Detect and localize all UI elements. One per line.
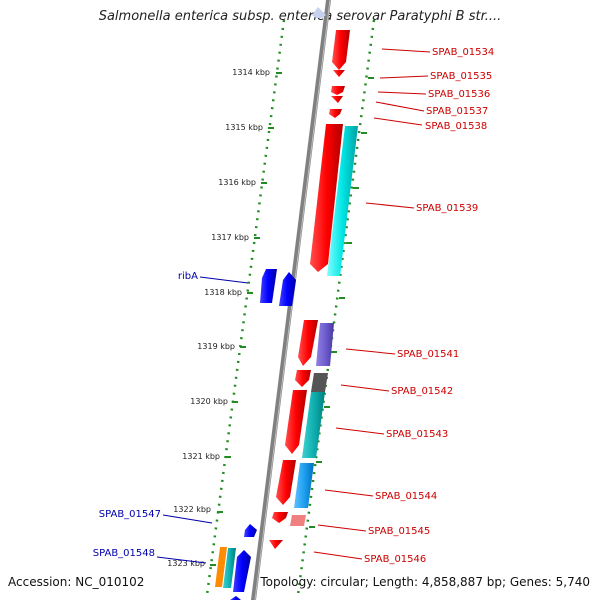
outer-ticks — [309, 77, 374, 528]
cog-track-features — [294, 126, 358, 508]
gene-feature[interactable] — [294, 463, 314, 508]
gene-feature[interactable] — [331, 86, 345, 95]
gene-feature[interactable] — [311, 373, 328, 392]
right-gene-labels: SPAB_01534 SPAB_01535 SPAB_01536 SPAB_01… — [364, 47, 494, 565]
gene-feature[interactable] — [331, 96, 343, 103]
forward-strand-genes — [269, 30, 350, 549]
gene-feature[interactable] — [329, 109, 342, 118]
gene-feature[interactable] — [244, 524, 257, 537]
gene-feature[interactable] — [279, 272, 296, 306]
gene-label[interactable]: SPAB_01544 — [375, 491, 437, 502]
gene-feature[interactable] — [276, 460, 296, 505]
gene-feature[interactable] — [223, 548, 236, 588]
gene-feature[interactable] — [269, 540, 283, 549]
left-leader-lines — [156, 276, 249, 564]
gene-label[interactable]: SPAB_01543 — [386, 429, 448, 440]
gene-label[interactable]: SPAB_01536 — [428, 89, 490, 100]
kbp-tick-label: 1321 kbp — [182, 452, 220, 461]
left-gene-labels: ribA SPAB_01547 SPAB_01548 — [93, 271, 198, 559]
gene-feature[interactable] — [215, 547, 227, 587]
kbp-tick-label: 1320 kbp — [190, 397, 228, 406]
gene-feature[interactable] — [332, 30, 350, 70]
right-leader-lines — [313, 48, 431, 560]
gene-feature[interactable] — [298, 320, 318, 366]
gene-feature[interactable] — [290, 515, 306, 526]
genome-summary-text: Topology: circular; Length: 4,858,887 bp… — [260, 575, 590, 589]
left-dotted-guide — [205, 19, 286, 596]
gene-feature[interactable] — [295, 370, 311, 387]
gene-feature[interactable] — [260, 269, 277, 303]
gene-label[interactable]: SPAB_01545 — [368, 526, 430, 537]
gene-feature[interactable] — [302, 392, 325, 458]
gene-label[interactable]: SPAB_01537 — [426, 106, 488, 117]
reverse-strand-genes — [215, 269, 296, 600]
gene-label[interactable]: SPAB_01535 — [430, 71, 492, 82]
top-marker — [312, 7, 326, 18]
gene-label[interactable]: SPAB_01548 — [93, 548, 155, 559]
kbp-tick-label: 1323 kbp — [167, 559, 205, 568]
kbp-tick-label: 1318 kbp — [204, 288, 242, 297]
gene-label[interactable]: SPAB_01538 — [425, 121, 487, 132]
gene-feature[interactable] — [272, 512, 288, 523]
kbp-tick-label: 1317 kbp — [211, 233, 249, 242]
kbp-tick-label: 1319 kbp — [197, 342, 235, 351]
gene-label[interactable]: SPAB_01542 — [391, 386, 453, 397]
accession-text: Accession: NC_010102 — [8, 575, 145, 589]
gene-label[interactable]: ribA — [178, 271, 198, 282]
gene-feature[interactable] — [285, 390, 307, 454]
gene-label[interactable]: SPAB_01541 — [397, 349, 459, 360]
kbp-scale: 1314 kbp 1315 kbp 1316 kbp 1317 kbp 1318… — [167, 68, 282, 568]
kbp-tick-label: 1316 kbp — [218, 178, 256, 187]
kbp-tick-label: 1315 kbp — [225, 123, 263, 132]
gene-feature[interactable] — [327, 126, 358, 276]
gene-feature[interactable] — [230, 596, 241, 600]
genome-title: Salmonella enterica subsp. enterica sero… — [98, 9, 502, 24]
gene-label[interactable]: SPAB_01539 — [416, 203, 478, 214]
gene-label[interactable]: SPAB_01546 — [364, 554, 426, 565]
gene-label[interactable]: SPAB_01547 — [99, 509, 161, 520]
gene-feature[interactable] — [333, 70, 345, 77]
gene-label[interactable]: SPAB_01534 — [432, 47, 494, 58]
gene-feature[interactable] — [316, 323, 334, 366]
gene-feature[interactable] — [310, 124, 343, 272]
right-dotted-guide — [296, 19, 376, 596]
kbp-tick-label: 1314 kbp — [232, 68, 270, 77]
gene-feature[interactable] — [233, 550, 251, 592]
kbp-tick-label: 1322 kbp — [173, 505, 211, 514]
